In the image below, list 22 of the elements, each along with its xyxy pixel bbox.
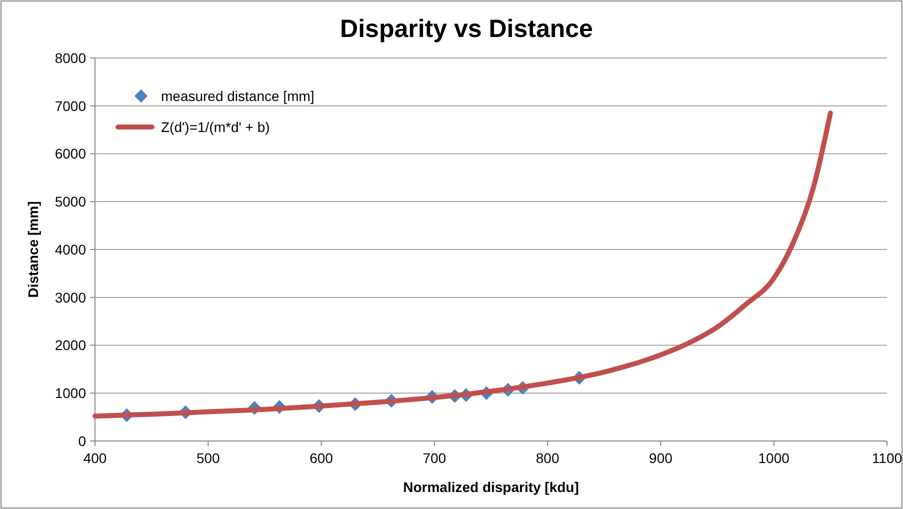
x-tick-label: 800 <box>536 450 560 466</box>
x-tick-label: 1100 <box>872 450 902 466</box>
y-tick-label: 5000 <box>54 194 86 210</box>
y-tick-label: 0 <box>78 432 86 449</box>
x-tick-label: 700 <box>422 450 446 466</box>
y-tick-label: 3000 <box>54 289 86 306</box>
x-tick-label: 400 <box>83 450 107 466</box>
y-tick-label: 8000 <box>54 50 86 66</box>
y-tick-label: 2000 <box>54 337 86 354</box>
x-axis-title: Normalized disparity [kdu] <box>403 479 579 495</box>
x-tick-label: 900 <box>649 450 673 466</box>
x-tick-label: 1000 <box>758 450 790 466</box>
y-tick-label: 6000 <box>54 146 86 162</box>
y-axis-title: Distance [mm] <box>25 201 41 298</box>
y-tick-label: 1000 <box>54 385 86 402</box>
y-tick-label: 4000 <box>54 241 86 258</box>
x-tick-label: 600 <box>310 450 334 466</box>
legend-label: Z(d')=1/(m*d' + b) <box>161 118 270 135</box>
x-tick-label: 500 <box>196 450 220 466</box>
legend-label: measured distance [mm] <box>161 88 314 104</box>
chart-title: Disparity vs Distance <box>340 15 594 43</box>
y-tick-label: 7000 <box>54 98 86 114</box>
